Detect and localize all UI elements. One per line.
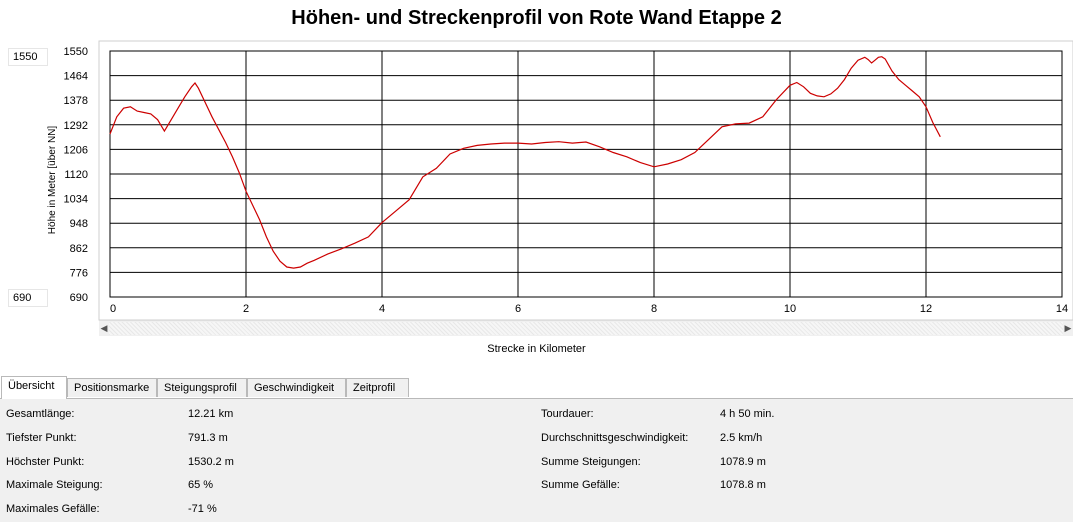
- max-value-input[interactable]: 1550: [8, 48, 48, 66]
- y-tick-label: 862: [70, 243, 88, 255]
- x-tick-label: 10: [784, 303, 796, 315]
- y-tick-label: 1464: [64, 71, 88, 83]
- x-tick-label: 0: [110, 303, 116, 315]
- x-tick-label: 8: [651, 303, 657, 315]
- tab-positionsmarke[interactable]: Positionsmarke: [67, 378, 157, 397]
- stat-label: Maximales Gefälle:: [6, 503, 100, 515]
- y-tick-label: 1378: [64, 95, 88, 107]
- chart-title: Höhen- und Streckenprofil von Rote Wand …: [291, 7, 782, 29]
- chart-scrollbar[interactable]: ◀ ▶: [99, 320, 1073, 336]
- scroll-left-icon[interactable]: ◀: [100, 323, 108, 333]
- stat-value: 1530.2 m: [188, 456, 234, 468]
- elevation-line: [109, 56, 941, 269]
- stat-label: Gesamtlänge:: [6, 408, 75, 420]
- scroll-right-icon[interactable]: ▶: [1064, 323, 1072, 333]
- x-axis-label: Strecke in Kilometer: [487, 343, 586, 355]
- y-tick-label: 1550: [64, 46, 88, 58]
- stat-value: 1078.8 m: [720, 479, 766, 491]
- x-tick-label: 2: [243, 303, 249, 315]
- tab-bar: Übersicht Positionsmarke Steigungsprofil…: [0, 376, 1073, 399]
- y-tick-label: 1034: [64, 194, 88, 206]
- stat-label: Höchster Punkt:: [6, 456, 85, 468]
- elevation-chart[interactable]: 1550146413781292120611201034948862776690…: [0, 0, 1073, 376]
- stat-label: Tourdauer:: [541, 408, 594, 420]
- y-tick-label: 776: [70, 267, 88, 279]
- x-tick-label: 12: [920, 303, 932, 315]
- y-tick-label: 690: [70, 292, 88, 304]
- stat-value: 4 h 50 min.: [720, 408, 775, 420]
- tab-steigungsprofil[interactable]: Steigungsprofil: [157, 378, 247, 397]
- overview-panel: Gesamtlänge: 12.21 km Tiefster Punkt: 79…: [0, 398, 1073, 522]
- stat-label: Durchschnittsgeschwindigkeit:: [541, 432, 689, 444]
- y-tick-label: 1292: [64, 120, 88, 132]
- tab-geschwindigkeit[interactable]: Geschwindigkeit: [247, 378, 346, 397]
- x-tick-label: 14: [1056, 303, 1068, 315]
- stat-value: 12.21 km: [188, 408, 234, 420]
- x-tick-label: 6: [515, 303, 521, 315]
- tab-uebersicht[interactable]: Übersicht: [1, 376, 67, 399]
- stat-value: -71 %: [188, 503, 217, 515]
- y-tick-label: 1120: [64, 169, 88, 181]
- stat-value: 2.5 km/h: [720, 432, 763, 444]
- stat-value: 1078.9 m: [720, 456, 766, 468]
- stat-label: Tiefster Punkt:: [6, 432, 77, 444]
- stat-value: 65 %: [188, 479, 214, 491]
- stat-label: Maximale Steigung:: [6, 479, 103, 491]
- tab-zeitprofil[interactable]: Zeitprofil: [346, 378, 409, 397]
- min-value-input[interactable]: 690: [8, 289, 48, 307]
- stat-label: Summe Steigungen:: [541, 456, 641, 468]
- y-tick-label: 948: [70, 218, 88, 230]
- stat-label: Summe Gefälle:: [541, 479, 620, 491]
- y-tick-label: 1206: [64, 144, 88, 156]
- scroll-track[interactable]: [109, 322, 1063, 335]
- x-tick-label: 4: [379, 303, 385, 315]
- stat-value: 791.3 m: [188, 432, 228, 444]
